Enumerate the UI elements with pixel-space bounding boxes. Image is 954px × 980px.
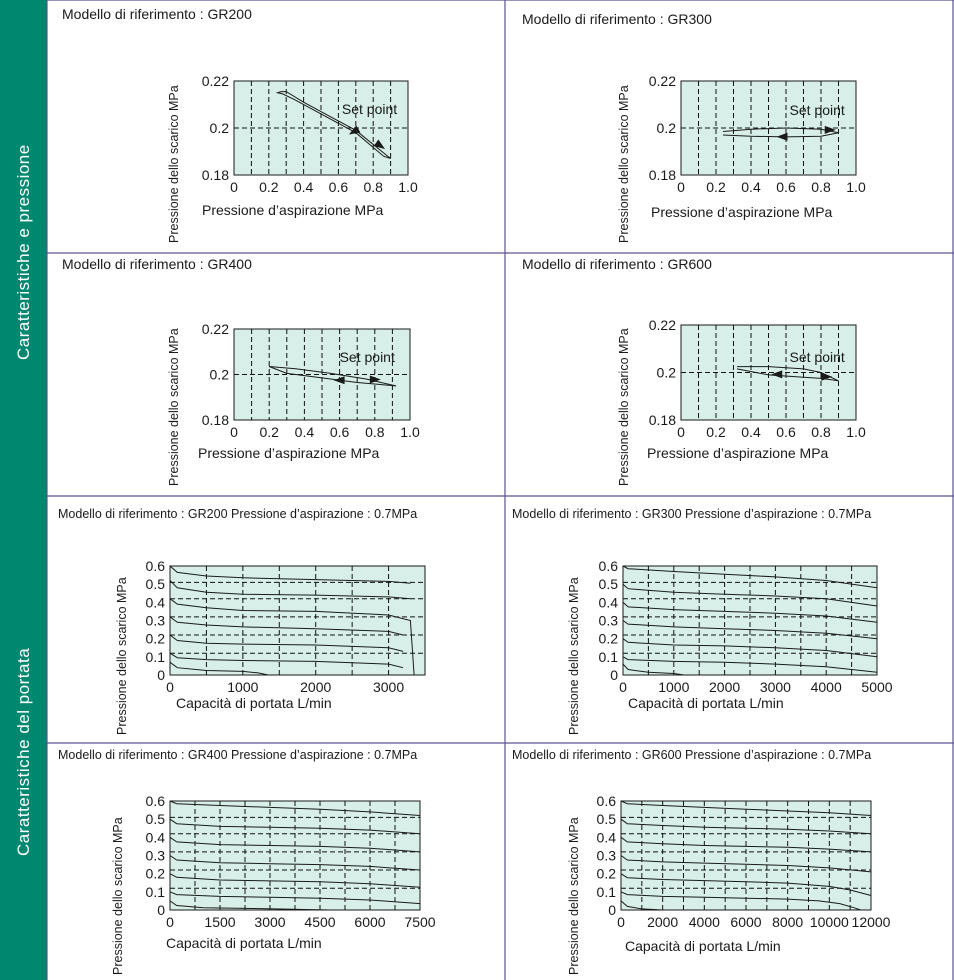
x-axis-label: Capacità di portata L/min [176, 695, 332, 711]
chart-title: Modello di riferimento : GR300 [522, 11, 712, 27]
y-axis-label: Pressione dello scarico MPa [167, 328, 181, 486]
chart-title: Modello di riferimento : GR200 [62, 6, 252, 22]
x-axis-label: Pressione d’aspirazione MPa [202, 202, 384, 218]
x-axis-label: Capacità di portata L/min [166, 935, 322, 951]
x-axis-label: Pressione d’aspirazione MPa [647, 445, 829, 461]
y-axis-label: Pressione dello scarico MPa [617, 85, 631, 243]
chart-title: Modello di riferimento : GR200 Pressione… [58, 507, 418, 521]
chart-title: Modello di riferimento : GR300 Pressione… [512, 507, 872, 521]
chart-title: Modello di riferimento : GR600 [522, 256, 712, 272]
y-axis-label: Pressione dello scarico MPa [167, 85, 181, 243]
y-axis-label: Pressione dello scarico MPa [567, 817, 581, 975]
y-axis-label: Pressione dello scarico MPa [115, 577, 129, 735]
x-axis-label: Capacità di portata L/min [625, 938, 781, 954]
sidebar-flow: Caratteristiche del portata [0, 496, 47, 980]
chart-title: Modello di riferimento : GR600 Pressione… [512, 748, 872, 762]
y-axis-label: Pressione dello scarico MPa [111, 817, 125, 975]
chart-title: Modello di riferimento : GR400 [62, 256, 252, 272]
x-axis-label: Pressione d’aspirazione MPa [651, 204, 833, 220]
chart-title: Modello di riferimento : GR400 Pressione… [58, 748, 418, 762]
sidebar-pressure: Caratteristiche e pressione [0, 0, 47, 496]
x-axis-label: Capacità di portata L/min [628, 695, 784, 711]
y-axis-label: Pressione dello scarico MPa [567, 577, 581, 735]
x-axis-label: Pressione d’aspirazione MPa [198, 445, 380, 461]
y-axis-label: Pressione dello scarico MPa [617, 328, 631, 486]
